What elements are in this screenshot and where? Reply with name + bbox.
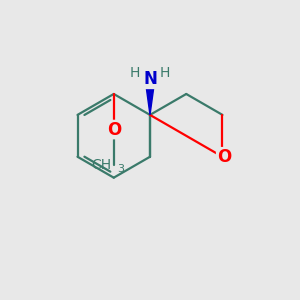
Text: 3: 3 <box>117 164 124 174</box>
Polygon shape <box>145 79 155 115</box>
Text: O: O <box>217 148 231 166</box>
Text: H: H <box>160 66 170 80</box>
Text: CH: CH <box>91 158 111 172</box>
Text: H: H <box>130 66 140 80</box>
Text: N: N <box>143 70 157 88</box>
Text: O: O <box>106 121 121 139</box>
